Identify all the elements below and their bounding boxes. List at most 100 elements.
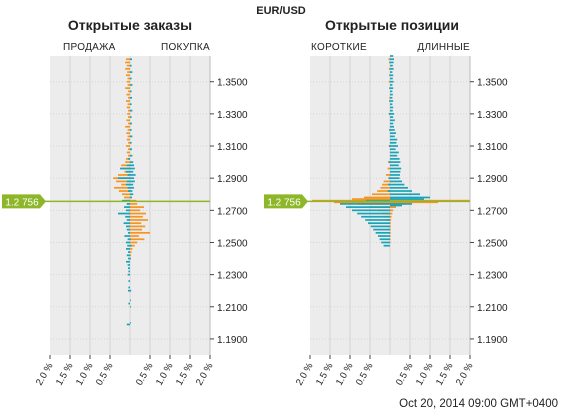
bar bbox=[390, 209, 394, 212]
bar bbox=[378, 235, 390, 237]
bar bbox=[130, 219, 148, 221]
bar bbox=[379, 238, 390, 241]
current-price-tag: 1.2 756 bbox=[264, 194, 308, 209]
bar bbox=[390, 64, 393, 67]
timestamp-label: Oct 20, 2014 09:00 GMT+0400 bbox=[399, 398, 558, 410]
bar bbox=[130, 180, 135, 183]
bar bbox=[390, 241, 391, 244]
y-tick-label: 1.1900 bbox=[217, 335, 248, 346]
bar bbox=[390, 113, 394, 115]
bar bbox=[390, 96, 393, 99]
price-tag-label: 1.2 756 bbox=[5, 197, 39, 208]
bar bbox=[130, 231, 150, 234]
bar bbox=[390, 116, 394, 118]
price-tag-shape bbox=[264, 194, 308, 209]
bar bbox=[126, 219, 130, 221]
right-side-label: ПОКУПКА bbox=[161, 42, 210, 53]
bar bbox=[390, 164, 399, 167]
bar bbox=[130, 77, 132, 80]
bar bbox=[130, 90, 132, 93]
bar bbox=[127, 238, 130, 241]
y-tick-label: 1.2700 bbox=[477, 206, 508, 217]
bar bbox=[383, 244, 390, 247]
bar bbox=[390, 235, 391, 237]
bar bbox=[130, 116, 132, 118]
bar bbox=[390, 219, 392, 221]
bar bbox=[126, 183, 130, 186]
bar bbox=[390, 204, 402, 207]
bar bbox=[390, 80, 394, 83]
bar bbox=[390, 93, 393, 96]
bar bbox=[388, 113, 390, 115]
bar bbox=[114, 186, 130, 189]
bar bbox=[390, 201, 438, 204]
bar bbox=[130, 190, 133, 192]
bar bbox=[390, 193, 420, 196]
bar bbox=[390, 132, 396, 135]
bar bbox=[126, 138, 130, 141]
bar bbox=[121, 164, 130, 167]
bar bbox=[128, 270, 130, 273]
bar bbox=[357, 212, 390, 215]
bar bbox=[387, 167, 390, 170]
bar bbox=[118, 212, 130, 215]
bar bbox=[126, 180, 130, 183]
bar bbox=[386, 174, 390, 176]
bar bbox=[126, 74, 130, 77]
bar bbox=[390, 119, 395, 122]
y-tick-label: 1.3500 bbox=[217, 78, 248, 89]
bar bbox=[390, 222, 391, 225]
chart-title: Открытые заказы bbox=[68, 17, 192, 33]
bar bbox=[128, 302, 130, 305]
bar bbox=[368, 222, 390, 225]
x-tick-label: 1.0 % bbox=[414, 361, 436, 388]
bar bbox=[130, 321, 131, 324]
bar bbox=[130, 135, 133, 138]
bar bbox=[390, 190, 412, 192]
bar bbox=[127, 186, 130, 189]
bar bbox=[124, 206, 130, 208]
bar bbox=[130, 177, 134, 180]
y-tick-label: 1.3100 bbox=[217, 142, 248, 153]
bar bbox=[382, 183, 390, 186]
bar bbox=[340, 203, 390, 205]
bar bbox=[389, 100, 390, 102]
y-tick-label: 1.2100 bbox=[217, 303, 248, 314]
bar bbox=[390, 198, 424, 200]
bar bbox=[125, 61, 130, 64]
bar bbox=[126, 80, 130, 83]
bar bbox=[127, 129, 130, 131]
x-tick-label: 2.0 % bbox=[34, 361, 56, 388]
x-tick-label: 1.5 % bbox=[174, 361, 196, 388]
bar bbox=[390, 103, 393, 106]
bar bbox=[128, 267, 130, 270]
bar bbox=[116, 180, 130, 183]
x-tick-label: 1.5 % bbox=[314, 361, 336, 388]
bar bbox=[128, 90, 130, 93]
bar bbox=[128, 141, 130, 144]
bar bbox=[352, 198, 390, 200]
bar bbox=[128, 280, 130, 282]
bar bbox=[128, 154, 130, 157]
bar bbox=[130, 222, 142, 225]
bar bbox=[390, 212, 393, 215]
bar bbox=[130, 174, 136, 176]
bar bbox=[388, 161, 390, 163]
bar bbox=[390, 215, 392, 218]
bar bbox=[126, 203, 130, 205]
bar bbox=[390, 154, 398, 157]
bar bbox=[130, 148, 132, 151]
bar bbox=[130, 109, 133, 112]
bar bbox=[130, 186, 134, 189]
bar bbox=[125, 161, 130, 163]
bar bbox=[130, 257, 131, 260]
bar bbox=[130, 96, 132, 99]
bar bbox=[130, 241, 138, 244]
left-side-label: КОРОТКИЕ bbox=[311, 42, 367, 53]
x-tick-label: 1.0 % bbox=[334, 361, 356, 388]
y-tick-label: 1.2900 bbox=[477, 174, 508, 185]
bar bbox=[390, 87, 394, 90]
bar bbox=[126, 170, 130, 173]
bar bbox=[130, 103, 132, 106]
